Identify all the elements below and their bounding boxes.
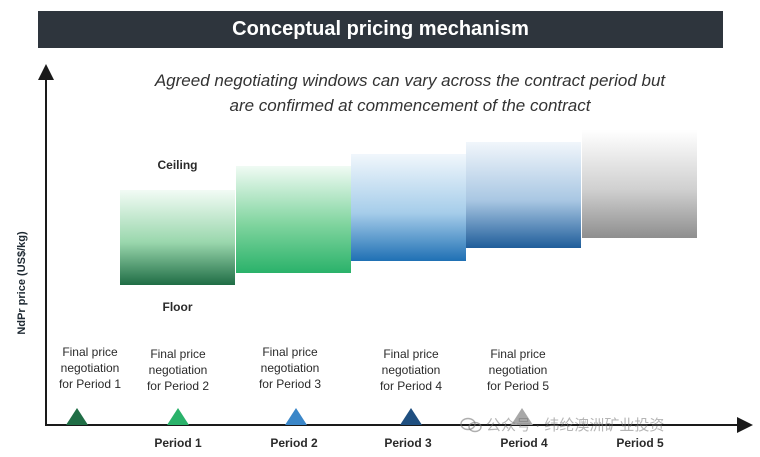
period-label-2: Period 2 (270, 436, 318, 450)
subtitle: Agreed negotiating windows can vary acro… (110, 68, 710, 118)
negotiation-marker-4 (400, 408, 422, 425)
period-label-4: Period 4 (500, 436, 548, 450)
price-band-period-2 (236, 166, 351, 273)
subtitle-line-2: are confirmed at commencement of the con… (229, 96, 591, 115)
negotiation-marker-2 (167, 408, 189, 425)
watermark: 公众号 · 纬纶澳洲矿业投资 (460, 414, 664, 435)
negotiation-label-3: Final price negotiation for Period 3 (258, 345, 322, 391)
negotiation-marker-5 (511, 408, 533, 425)
page-title: Conceptual pricing mechanism (232, 18, 529, 40)
period-label-5: Period 5 (616, 436, 664, 450)
price-band-period-1 (120, 190, 235, 285)
ceiling-label: Ceiling (157, 158, 198, 172)
wechat-icon (460, 417, 482, 433)
subtitle-line-1: Agreed negotiating windows can vary acro… (154, 71, 666, 90)
title-bar: Conceptual pricing mechanism (38, 11, 723, 48)
period-label-1: Period 1 (154, 436, 202, 450)
watermark-text: 公众号 · 纬纶澳洲矿业投资 (486, 417, 665, 434)
floor-label: Floor (162, 300, 193, 314)
negotiation-marker-3 (285, 408, 307, 425)
negotiation-marker-1 (66, 408, 88, 425)
price-band-period-5 (582, 130, 697, 238)
negotiation-label-2: Final price negotiation for Period 2 (146, 347, 210, 393)
period-label-3: Period 3 (384, 436, 432, 450)
negotiation-label-1: Final price negotiation for Period 1 (58, 345, 122, 391)
negotiation-label-5: Final price negotiation for Period 5 (486, 347, 550, 393)
negotiation-label-4: Final price negotiation for Period 4 (379, 347, 443, 393)
price-band-period-4 (466, 142, 581, 248)
price-band-period-3 (351, 154, 466, 261)
